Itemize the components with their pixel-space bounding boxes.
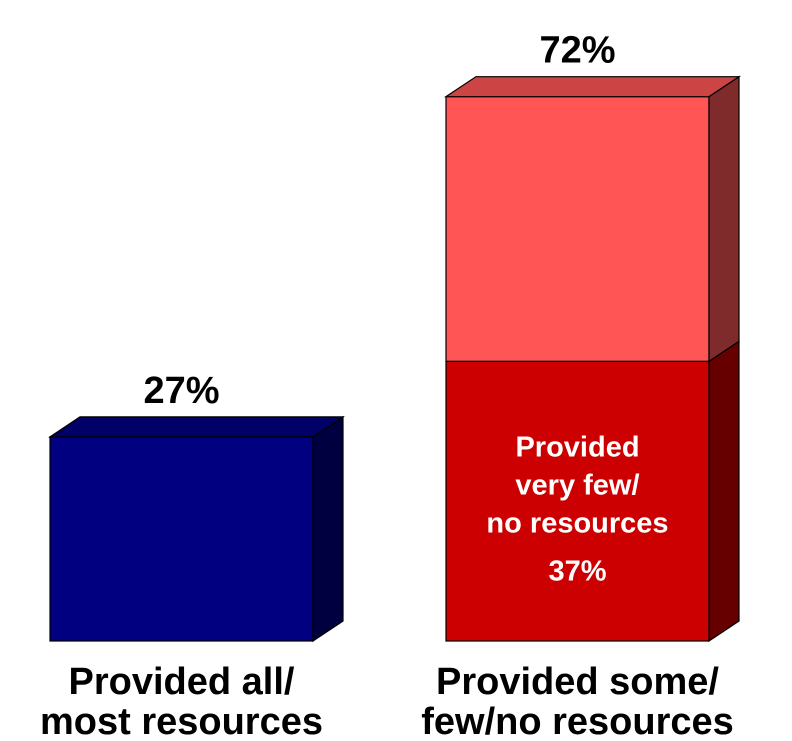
bar-1-top (48, 416, 345, 438)
bar-2-segment-1-front (445, 360, 710, 642)
category-label: Provided some/few/no resources (421, 661, 734, 741)
bar-1-segment-1-side (312, 415, 344, 643)
bar-total-label: 72% (539, 30, 615, 72)
bar-2-segment-2-side (708, 75, 740, 363)
segment-label: Provided very few/no resources (486, 431, 668, 539)
bar-2-segment-2-front (445, 96, 710, 362)
segment-value-label: 37% (548, 555, 606, 587)
category-label: Provided all/most resources (40, 661, 323, 741)
bar-2-top (444, 76, 741, 98)
bar-1-segment-1-front (49, 436, 314, 642)
bar-2-segment-1-side (708, 340, 740, 643)
bar-total-label: 27% (143, 370, 219, 412)
